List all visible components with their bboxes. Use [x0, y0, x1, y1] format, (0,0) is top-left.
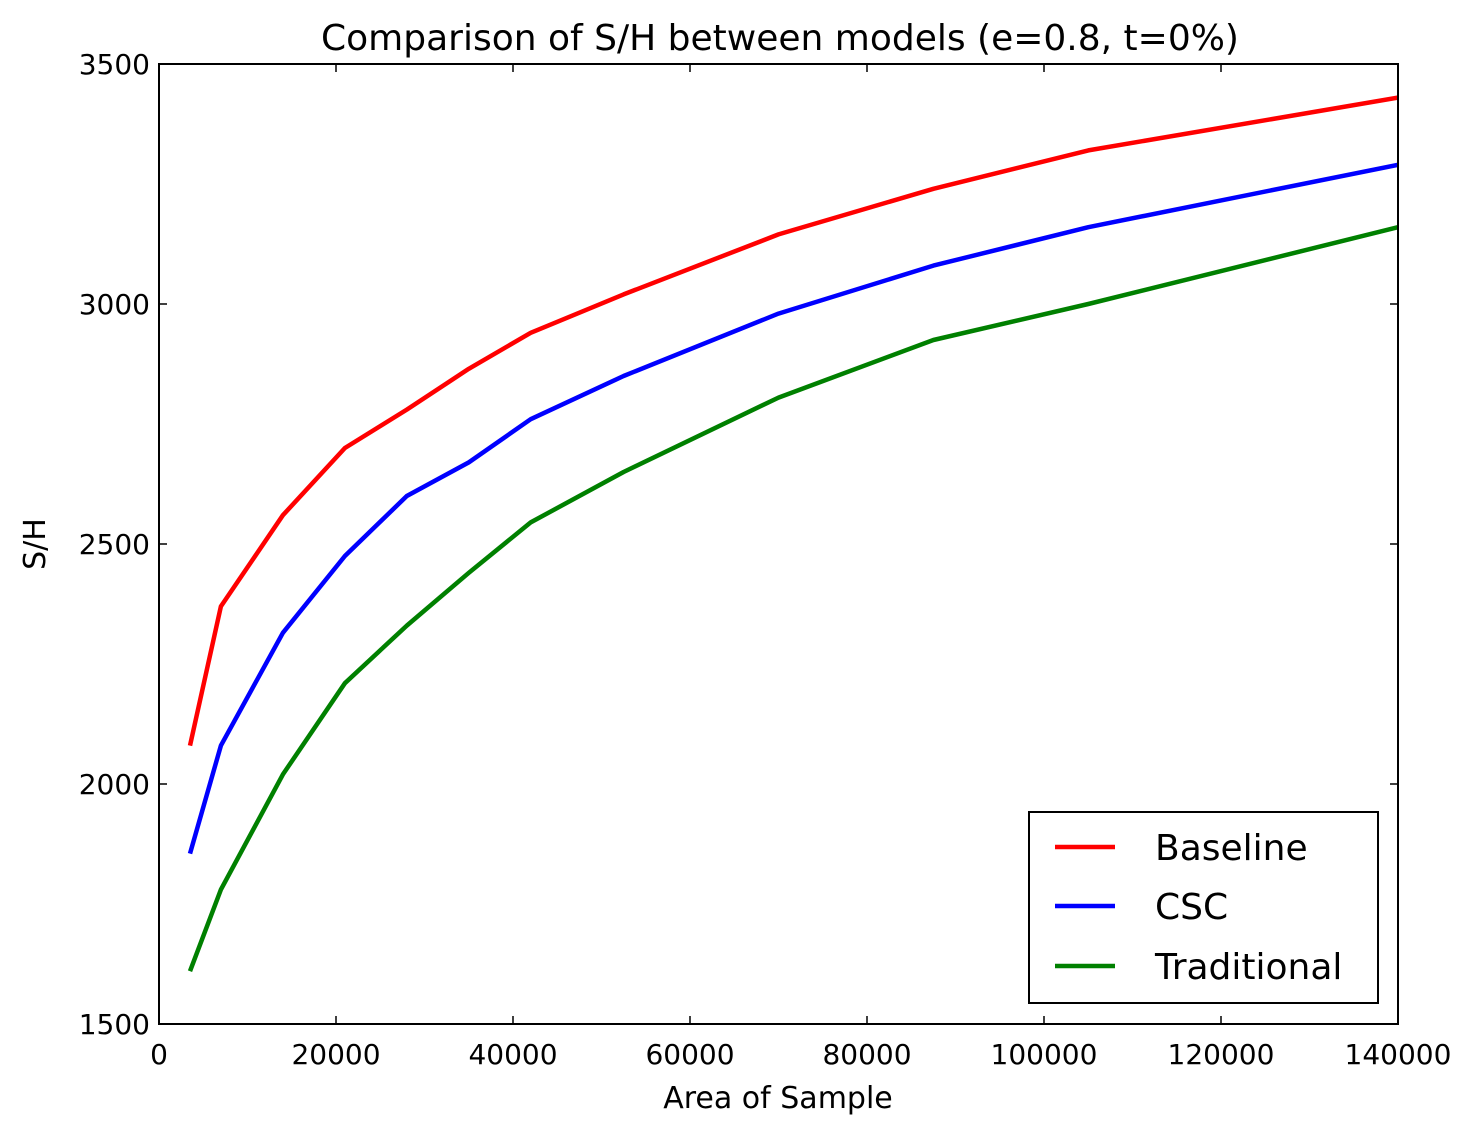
chart-title: Comparison of S/H between models (e=0.8,… — [321, 18, 1239, 59]
series-line-csc — [187, 162, 1399, 855]
legend-label-csc: CSC — [1155, 887, 1228, 928]
x-tick-label: 140000 — [1345, 1038, 1452, 1071]
plot-frame — [158, 63, 1399, 1025]
x-tick-label: 120000 — [1168, 1038, 1275, 1071]
y-tick-label: 1500 — [79, 1008, 150, 1041]
x-tick-label: 100000 — [991, 1038, 1098, 1071]
x-tick-label: 0 — [150, 1038, 168, 1071]
y-tick-label: 3000 — [79, 288, 150, 321]
series-line-baseline — [187, 95, 1399, 747]
series-line-traditional — [187, 225, 1399, 972]
y-tick-label: 2500 — [79, 528, 150, 561]
x-tick-label: 60000 — [645, 1038, 734, 1071]
legend-label-traditional: Traditional — [1154, 947, 1342, 988]
x-axis-label: Area of Sample — [663, 1081, 893, 1116]
y-tick-label: 3500 — [79, 48, 150, 81]
legend: Baseline CSC Traditional — [1028, 811, 1379, 1004]
y-tick-label: 2000 — [79, 768, 150, 801]
x-tick-label: 40000 — [468, 1038, 557, 1071]
legend-label-baseline: Baseline — [1155, 828, 1308, 869]
ticks-layer: 0 20000 40000 60000 80000 100000 120000 140000 1… — [79, 48, 1452, 1071]
y-axis-label: S/H — [18, 518, 53, 570]
x-tick-label: 20000 — [291, 1038, 380, 1071]
x-tick-label: 80000 — [822, 1038, 911, 1071]
series-layer — [187, 95, 1399, 972]
